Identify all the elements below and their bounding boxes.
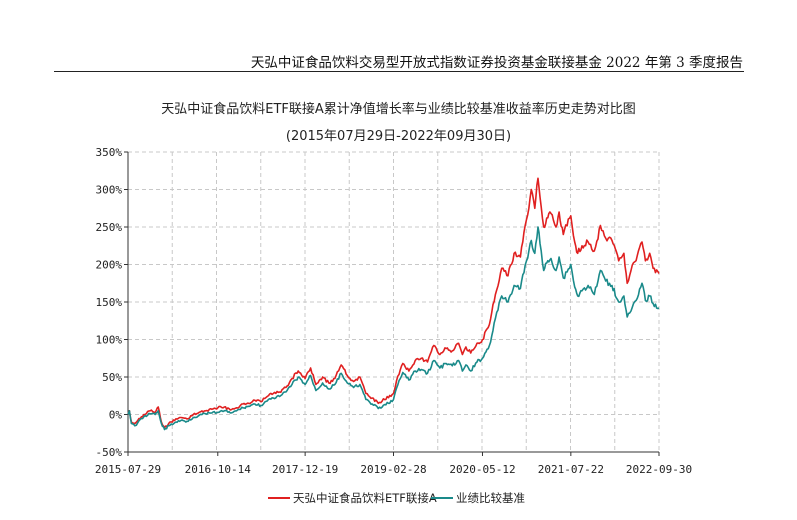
series-line-2 xyxy=(127,226,660,431)
y-tick-label: 300% xyxy=(96,184,123,197)
x-tick-label: 2015-07-29 xyxy=(95,463,161,476)
y-tick-label: 0% xyxy=(109,409,123,422)
y-tick-label: 150% xyxy=(96,296,123,309)
y-tick-label: 50% xyxy=(102,371,122,384)
x-tick-label: 2016-10-14 xyxy=(185,463,252,476)
series-line-1 xyxy=(127,177,660,429)
y-tick-label: 350% xyxy=(96,146,123,159)
x-tick-label: 2019-02-28 xyxy=(360,463,426,476)
y-tick-label: -50% xyxy=(96,446,123,459)
legend-label-1: 天弘中证食品饮料ETF联接A xyxy=(293,491,437,505)
legend-label-2: 业绩比较基准 xyxy=(456,491,525,505)
y-tick-label: 100% xyxy=(96,334,123,347)
chart-subtitle: (2015年07月29日-2022年09月30日) xyxy=(285,129,512,144)
chart-title: 天弘中证食品饮料ETF联接A累计净值增长率与业绩比较基准收益率历史走势对比图 xyxy=(161,102,636,117)
x-tick-label: 2022-09-30 xyxy=(626,463,692,476)
y-tick-label: 200% xyxy=(96,259,123,272)
x-tick-label: 2020-05-12 xyxy=(449,463,515,476)
x-tick-label: 2021-07-22 xyxy=(538,463,604,476)
y-tick-label: 250% xyxy=(96,221,123,234)
report-header-title: 天弘中证食品饮料交易型开放式指数证券投资基金联接基金 2022 年第 3 季度报… xyxy=(250,55,743,71)
header-rule xyxy=(54,71,744,72)
x-tick-label: 2017-12-19 xyxy=(272,463,338,476)
